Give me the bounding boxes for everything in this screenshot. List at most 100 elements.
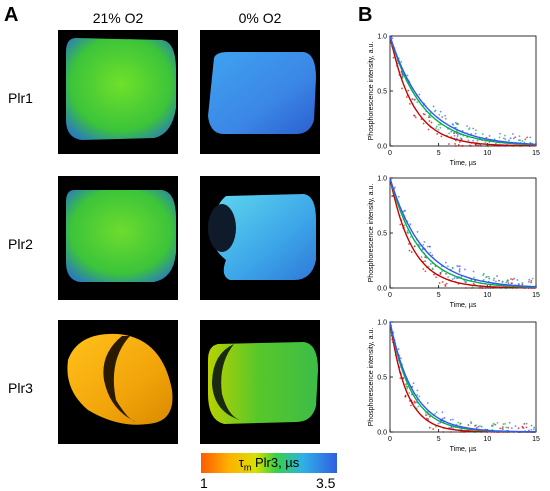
data-point xyxy=(406,230,409,232)
data-point xyxy=(487,275,490,278)
data-point xyxy=(429,245,431,248)
data-point xyxy=(414,116,417,119)
y-tick-label: 0.0 xyxy=(377,430,387,437)
data-point xyxy=(492,422,495,425)
x-tick-label: 10 xyxy=(483,150,491,157)
data-point xyxy=(416,394,419,396)
data-point xyxy=(530,281,532,284)
data-point xyxy=(444,117,447,120)
data-point xyxy=(472,127,475,130)
data-point xyxy=(449,418,452,421)
x-axis-label: Time, µs xyxy=(450,446,477,453)
row-label-plr1: Plr1 xyxy=(8,90,33,106)
data-point xyxy=(394,186,396,189)
colorbar-label: τm Plr3, µs xyxy=(201,453,337,473)
data-point xyxy=(466,136,469,139)
fit-curve xyxy=(389,35,537,146)
data-point xyxy=(407,89,410,92)
data-point xyxy=(492,279,495,282)
data-point xyxy=(478,144,481,147)
x-tick-label: 15 xyxy=(532,150,540,157)
data-point xyxy=(435,411,438,414)
data-point xyxy=(434,109,437,112)
data-point xyxy=(428,415,431,418)
data-point xyxy=(453,277,456,279)
colorbar: τm Plr3, µs xyxy=(201,453,337,473)
panel-b-letter: B xyxy=(358,4,373,26)
data-point xyxy=(461,145,464,147)
data-point xyxy=(405,382,408,385)
x-tick-label: 15 xyxy=(532,436,540,443)
data-point xyxy=(532,428,535,431)
data-point xyxy=(470,422,473,425)
data-point xyxy=(464,281,467,284)
data-point xyxy=(486,287,489,289)
data-point xyxy=(523,141,526,144)
data-point xyxy=(441,116,444,118)
y-tick-label: 0.5 xyxy=(377,231,387,238)
data-point xyxy=(459,431,462,433)
data-point xyxy=(507,426,510,429)
data-point xyxy=(442,417,444,420)
data-point xyxy=(431,267,434,270)
data-point xyxy=(447,265,449,268)
data-point xyxy=(450,431,453,433)
data-point xyxy=(397,195,400,198)
data-point xyxy=(523,423,526,425)
data-point xyxy=(423,240,426,243)
x-tick-label: 5 xyxy=(437,150,441,157)
data-point xyxy=(447,143,450,145)
data-point xyxy=(530,428,533,431)
data-point xyxy=(524,138,527,141)
data-point xyxy=(408,243,410,245)
decay-plot-plr2-svg: 0 5 10 15 0.0 0.5 1.0 Time, µs Phosphorescence i… xyxy=(368,176,540,310)
data-point xyxy=(407,232,410,234)
data-point xyxy=(509,137,512,140)
data-point xyxy=(507,282,510,284)
data-point xyxy=(488,135,491,137)
data-point xyxy=(502,137,505,140)
image-plr2-21-percent xyxy=(58,176,178,300)
y-tick-label: 1.0 xyxy=(377,34,387,41)
data-point xyxy=(529,141,532,144)
data-point xyxy=(474,132,477,135)
data-point xyxy=(426,402,429,404)
data-point xyxy=(441,411,444,414)
data-point xyxy=(406,386,409,388)
data-point xyxy=(454,143,456,145)
data-point xyxy=(458,265,461,268)
data-point xyxy=(458,270,461,273)
data-point xyxy=(477,144,479,147)
data-point xyxy=(488,277,491,280)
data-point xyxy=(480,425,483,428)
fit-curve xyxy=(389,35,537,145)
fit-curve xyxy=(389,321,536,433)
data-point xyxy=(440,135,443,138)
series-points xyxy=(390,331,535,433)
row-label-plr2: Plr2 xyxy=(8,236,33,252)
data-point xyxy=(418,93,421,96)
data-point xyxy=(504,138,507,141)
data-point xyxy=(521,140,524,142)
x-tick-label: 10 xyxy=(483,436,491,443)
data-point xyxy=(489,287,492,289)
data-point xyxy=(404,394,407,397)
colorbar-label-sub: m xyxy=(243,462,252,473)
data-point xyxy=(460,275,463,278)
data-point xyxy=(479,425,481,427)
data-point xyxy=(502,423,505,425)
data-point xyxy=(463,431,466,433)
data-point xyxy=(458,141,461,143)
data-point xyxy=(470,145,472,147)
data-point xyxy=(434,412,436,415)
x-tick-label: 0 xyxy=(388,436,392,443)
data-point xyxy=(484,141,487,144)
data-point xyxy=(441,270,443,273)
series-points xyxy=(390,324,536,433)
x-tick-label: 0 xyxy=(388,292,392,299)
data-point xyxy=(410,251,413,253)
data-point xyxy=(433,273,435,276)
data-point xyxy=(422,122,425,125)
data-point xyxy=(406,387,409,390)
data-point xyxy=(401,74,404,77)
